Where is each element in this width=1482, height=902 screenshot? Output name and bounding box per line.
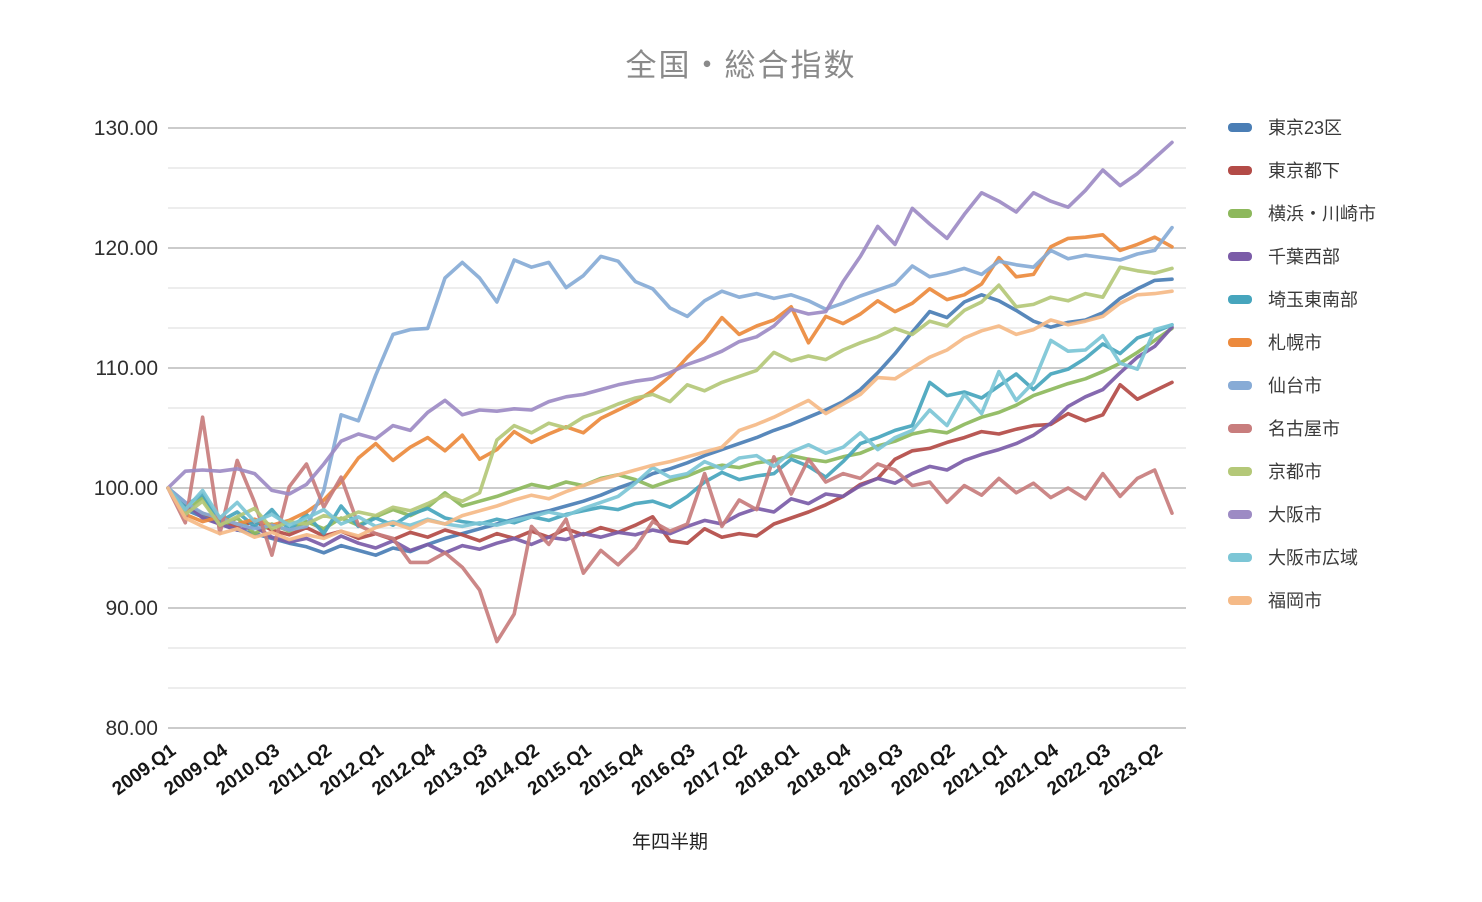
legend-item-埼玉東南部[interactable]: 埼玉東南部 [1228,287,1376,311]
legend-item-大阪市広域[interactable]: 大阪市広域 [1228,545,1376,569]
legend-label: 京都市 [1268,462,1322,482]
y-tick-label: 100.00 [94,477,158,500]
gridlines [168,127,1186,729]
legend-label: 東京23区 [1268,118,1343,138]
series-line-福岡市 [166,289,1174,542]
legend-label: 横浜・川崎市 [1268,204,1376,224]
legend-item-仙台市[interactable]: 仙台市 [1228,373,1376,397]
legend-item-札幌市[interactable]: 札幌市 [1228,330,1376,354]
series-lines [166,140,1174,644]
y-tick-label: 120.00 [94,237,158,260]
legend-item-東京都下[interactable]: 東京都下 [1228,158,1376,182]
legend-label: 仙台市 [1268,376,1322,396]
legend-item-東京23区[interactable]: 東京23区 [1228,115,1376,139]
legend-swatch-icon [1228,122,1252,132]
legend-label: 札幌市 [1268,333,1322,353]
legend-swatch-icon [1228,208,1252,218]
x-axis-title: 年四半期 [631,832,708,853]
series-line-大阪市 [166,140,1174,496]
legend-label: 埼玉東南部 [1268,290,1358,310]
series-line-千葉西部 [166,325,1174,555]
legend-label: 大阪市広域 [1268,548,1358,568]
y-tick-label: 90.00 [105,597,158,620]
legend: 東京23区東京都下横浜・川崎市 千葉西部埼玉東南部札幌市仙台市名古屋市京都市大阪市… [1228,115,1376,612]
legend-item-名古屋市[interactable]: 名古屋市 [1228,416,1376,440]
legend-item-大阪市[interactable]: 大阪市 [1228,502,1376,526]
legend-swatch-icon [1228,509,1252,519]
y-tick-label: 130.00 [94,117,158,140]
series-line-東京23区 [166,277,1174,558]
legend-swatch-icon [1228,251,1252,261]
legend-label: 福岡市 [1268,591,1322,611]
legend-item-福岡市[interactable]: 福岡市 [1228,588,1376,612]
legend-item-横浜・川崎市[interactable]: 横浜・川崎市 [1228,201,1376,225]
series-line-仙台市 [166,225,1174,532]
series-line-大阪市広域 [166,322,1174,529]
legend-swatch-icon [1228,423,1252,433]
legend-swatch-icon [1228,466,1252,476]
legend-swatch-icon [1228,165,1252,175]
legend-item-千葉西部[interactable]: 千葉西部 [1228,244,1376,268]
x-axis-labels: 2009.Q12009.Q42010.Q32011.Q22012.Q12012.… [109,740,1167,800]
y-tick-label: 80.00 [105,717,158,740]
legend-swatch-icon [1228,294,1252,304]
legend-label: 名古屋市 [1268,419,1340,439]
y-axis-labels: 80.00 90.00 100.00 110.00 120.00 130.00 [94,117,158,740]
legend-label: 大阪市 [1268,505,1322,525]
chart-title: 全国・総合指数 [625,48,857,83]
y-tick-label: 110.00 [95,357,158,380]
legend-item-京都市[interactable]: 京都市 [1228,459,1376,483]
legend-swatch-icon [1228,595,1252,605]
series-line-横浜・川崎市 [166,326,1174,536]
legend-label: 千葉西部 [1268,247,1340,267]
legend-swatch-icon [1228,380,1252,390]
series-line-名古屋市 [166,415,1174,644]
legend-swatch-icon [1228,337,1252,347]
legend-label: 東京都下 [1268,161,1340,181]
legend-swatch-icon [1228,552,1252,562]
